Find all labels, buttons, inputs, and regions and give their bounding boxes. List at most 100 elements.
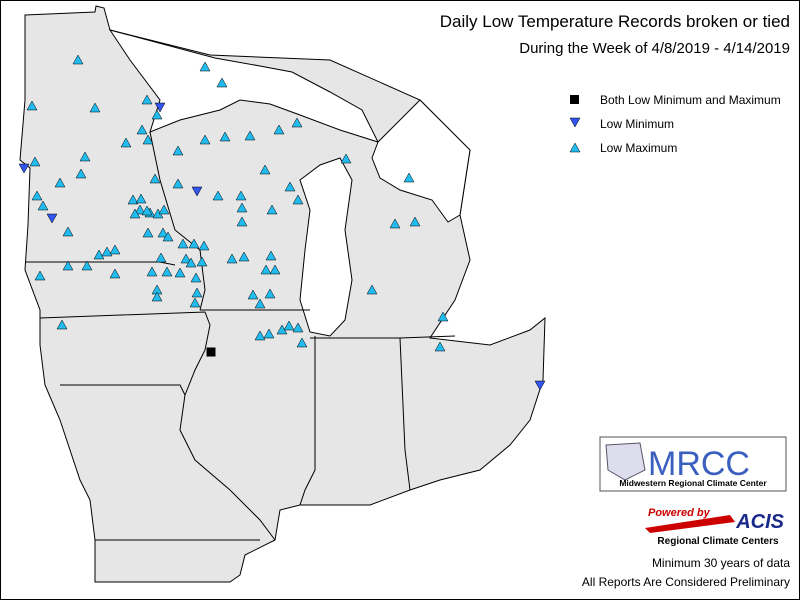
low-maximum-marker: [180, 253, 192, 264]
low-maximum-marker: [235, 190, 247, 201]
low-minimum-marker: [191, 186, 203, 197]
low-maximum-marker: [236, 216, 248, 227]
mrcc-logo: MRCC Midwestern Regional Climate Center: [599, 436, 787, 492]
low-maximum-marker: [260, 264, 272, 275]
low-maximum-marker: [158, 204, 170, 215]
low-maximum-marker: [62, 226, 74, 237]
low-maximum-marker: [161, 266, 173, 277]
low-maximum-marker: [434, 341, 446, 352]
low-maximum-marker: [188, 238, 200, 249]
low-maximum-marker: [93, 249, 105, 260]
low-maximum-marker: [191, 287, 203, 298]
state-border: [149, 131, 206, 311]
markers: [18, 54, 546, 391]
low-maximum-marker: [292, 194, 304, 205]
low-maximum-marker: [81, 260, 93, 271]
low-maximum-marker: [259, 164, 271, 175]
low-maximum-marker: [151, 109, 163, 120]
low-maximum-marker: [238, 251, 250, 262]
legend-label: Both Low Minimum and Maximum: [600, 93, 781, 107]
legend: Both Low Minimum and Maximum Low Minimum…: [569, 93, 781, 155]
low-maximum-marker: [136, 124, 148, 135]
low-maximum-marker: [172, 178, 184, 189]
legend-square: [570, 95, 579, 104]
low-maximum-marker: [26, 100, 38, 111]
low-maximum-marker: [296, 337, 308, 348]
low-maximum-marker: [72, 54, 84, 65]
low-maximum-marker: [196, 256, 208, 267]
low-maximum-marker: [283, 320, 295, 331]
low-maximum-marker: [198, 240, 210, 251]
map-subtitle: During the Week of 4/8/2019 - 4/14/2019: [519, 40, 790, 57]
note: All Reports Are Considered Preliminary: [582, 575, 790, 589]
both-marker: [206, 347, 216, 357]
low-maximum-marker: [172, 145, 184, 156]
low-maximum-marker: [31, 190, 43, 201]
acis-name: ACIS: [735, 511, 784, 533]
low-maximum-marker: [142, 134, 154, 145]
low-maximum-marker: [244, 130, 256, 141]
low-maximum-marker: [212, 190, 224, 201]
low-maximum-marker: [226, 253, 238, 264]
low-maximum-marker: [157, 227, 169, 238]
map-title: Daily Low Temperature Records broken or …: [440, 12, 790, 31]
logo-map: [605, 442, 646, 481]
low-maximum-marker: [403, 172, 415, 183]
low-maximum-marker: [254, 330, 266, 341]
low-maximum-marker: [189, 297, 201, 308]
low-maximum-marker: [62, 260, 74, 271]
low-maximum-marker: [219, 131, 231, 142]
state-border: [39, 311, 211, 396]
low-maximum-marker: [109, 268, 121, 279]
logo-caption: Midwestern Regional Climate Center: [619, 478, 767, 488]
low-maximum-marker: [266, 204, 278, 215]
low-maximum-marker: [264, 288, 276, 299]
lake-michigan: [299, 157, 353, 337]
low-maximum-marker: [134, 204, 146, 215]
low-maximum-marker: [135, 193, 147, 204]
note: Minimum 30 years of data: [652, 556, 790, 570]
low-minimum-marker: [534, 380, 546, 391]
low-maximum-marker: [142, 227, 154, 238]
low-maximum-marker: [291, 117, 303, 128]
low-maximum-marker: [129, 208, 141, 219]
low-maximum-marker: [120, 137, 132, 148]
basemap: [19, 5, 546, 583]
low-maximum-marker: [56, 319, 68, 330]
low-maximum-marker: [174, 267, 186, 278]
low-maximum-marker: [155, 252, 167, 263]
low-maximum-marker: [109, 244, 121, 255]
state-border: [60, 384, 276, 541]
legend-down-triangle: [569, 117, 581, 128]
acis-swoosh: [645, 515, 735, 533]
low-maximum-marker: [437, 311, 449, 322]
low-maximum-marker: [149, 173, 161, 184]
low-maximum-marker: [185, 257, 197, 268]
low-maximum-marker: [199, 61, 211, 72]
low-maximum-marker: [162, 231, 174, 242]
low-maximum-marker: [79, 151, 91, 162]
low-maximum-marker: [141, 94, 153, 105]
low-maximum-marker: [37, 200, 49, 211]
acis-caption: Regional Climate Centers: [657, 536, 779, 547]
low-maximum-marker: [34, 270, 46, 281]
low-maximum-marker: [101, 246, 113, 257]
lake-huron: [371, 99, 471, 223]
low-maximum-marker: [89, 102, 101, 113]
low-maximum-marker: [146, 266, 158, 277]
low-maximum-marker: [190, 272, 202, 283]
low-maximum-marker: [54, 177, 66, 188]
low-maximum-marker: [340, 153, 352, 164]
legend-label: Low Minimum: [600, 117, 674, 131]
state-border: [299, 336, 316, 506]
low-minimum-marker: [154, 102, 166, 113]
low-maximum-marker: [141, 205, 153, 216]
legend-label: Low Maximum: [600, 141, 677, 155]
low-maximum-marker: [409, 216, 421, 227]
low-maximum-marker: [265, 250, 277, 261]
legend-up-triangle: [569, 142, 581, 153]
low-maximum-marker: [263, 328, 275, 339]
low-maximum-marker: [29, 156, 41, 167]
low-maximum-marker: [75, 168, 87, 179]
